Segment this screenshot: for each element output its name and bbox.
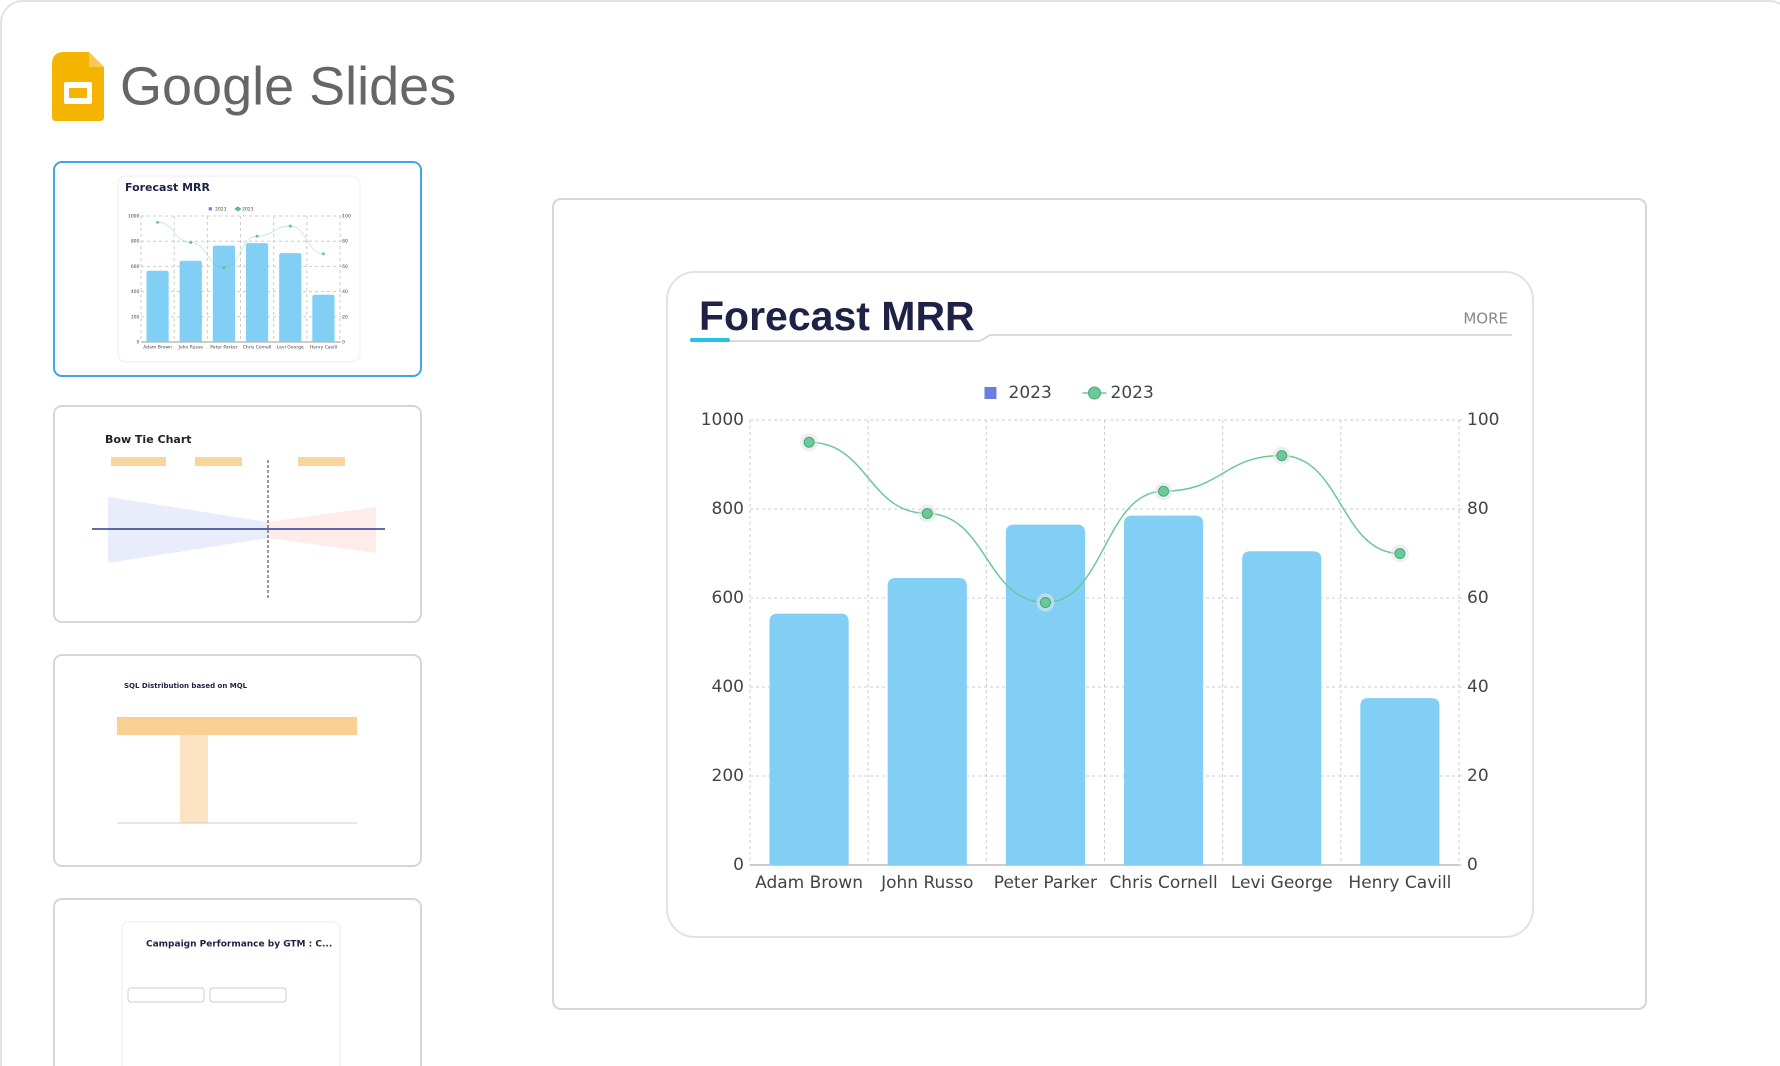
- y2-tick-label: 100: [342, 214, 351, 220]
- thumbnail[interactable]: [53, 654, 422, 867]
- y-tick-label: 1000: [128, 214, 140, 220]
- title-accent: [690, 338, 730, 342]
- y2-tick-label: 80: [1467, 499, 1489, 519]
- table-column: [180, 735, 208, 823]
- x-tick-label: Henry Cavill: [310, 344, 337, 350]
- bar: [769, 613, 849, 865]
- stage-tag: [111, 457, 166, 466]
- bar: [279, 253, 302, 342]
- logo-fold: [89, 52, 104, 67]
- y-tick-label: 600: [131, 264, 140, 270]
- point: [803, 436, 815, 448]
- y-tick-label: 200: [712, 766, 744, 786]
- y-tick-label: 800: [712, 499, 744, 519]
- x-tick-label: Henry Cavill: [1348, 873, 1451, 893]
- point: [288, 224, 292, 228]
- y2-tick-label: 40: [342, 289, 348, 295]
- legend-label: 2023: [242, 206, 254, 212]
- x-tick-label: Levi George: [1231, 873, 1333, 893]
- thumb-title: Forecast MRR: [125, 181, 211, 194]
- funnel-left: [108, 497, 268, 563]
- bar: [1005, 524, 1086, 865]
- legend-label: 2023: [1009, 383, 1052, 403]
- y-tick-label: 1000: [701, 410, 744, 430]
- x-tick-label: Adam Brown: [755, 873, 863, 893]
- logo-slide-inner: [69, 88, 87, 98]
- bar: [179, 260, 202, 342]
- title-rule: [690, 334, 1512, 342]
- point: [321, 252, 325, 256]
- point: [1394, 548, 1406, 559]
- y2-tick-label: 60: [1467, 588, 1489, 608]
- x-tick-label: Levi George: [277, 344, 304, 350]
- bar: [1242, 551, 1322, 865]
- y-tick-label: 200: [131, 314, 140, 320]
- bar: [245, 243, 269, 342]
- table-preview: [117, 717, 357, 824]
- legend-swatch: [984, 387, 997, 399]
- bar: [1123, 515, 1204, 865]
- point: [921, 507, 933, 519]
- bar: [1360, 698, 1440, 865]
- x-tick-label: Chris Cornell: [243, 344, 272, 350]
- bar: [146, 270, 169, 342]
- y-tick-label: 400: [131, 289, 140, 295]
- dropdown: [127, 987, 205, 1003]
- y-tick-label: 600: [712, 588, 744, 608]
- x-tick-label: Adam Brown: [143, 344, 172, 350]
- bar: [887, 577, 967, 865]
- y2-tick-label: 100: [1467, 410, 1499, 430]
- legend-label: 2023: [1111, 383, 1154, 403]
- line: [809, 441, 1400, 604]
- funnel-right: [268, 507, 376, 553]
- dropdown: [209, 987, 287, 1003]
- y2-tick-label: 80: [342, 239, 348, 245]
- app-name: Google Slides: [120, 56, 456, 116]
- thumb-title: Bow Tie Chart: [105, 433, 192, 446]
- x-tick-label: Peter Parker: [210, 344, 237, 350]
- y-tick-label: 400: [712, 677, 744, 697]
- point: [189, 241, 193, 244]
- bow-tie-preview: [92, 457, 385, 600]
- point: [222, 266, 226, 270]
- y2-tick-label: 20: [1467, 766, 1489, 786]
- logo: [52, 52, 104, 121]
- thumb-title: Campaign Performance by GTM : C...: [146, 940, 332, 950]
- thumb-title: SQL Distribution based on MQL: [124, 682, 248, 690]
- point: [1276, 450, 1288, 462]
- legend-label: 2023: [215, 206, 227, 212]
- bar: [312, 294, 335, 342]
- y2-tick-label: 0: [342, 340, 345, 346]
- stage-tag: [298, 457, 345, 466]
- y-tick-label: 0: [733, 855, 744, 875]
- y-tick-label: 800: [131, 239, 140, 245]
- legend-swatch: [208, 207, 212, 211]
- point: [1039, 596, 1051, 608]
- y2-tick-label: 0: [1467, 855, 1478, 875]
- y-tick-label: 0: [137, 340, 140, 346]
- y2-tick-label: 60: [342, 264, 348, 270]
- table-header: [117, 717, 357, 735]
- x-tick-label: Peter Parker: [994, 873, 1097, 893]
- y2-tick-label: 20: [342, 314, 348, 320]
- x-tick-label: Chris Cornell: [1109, 873, 1217, 893]
- legend-marker: [235, 206, 240, 211]
- point: [156, 220, 160, 224]
- x-tick-label: John Russo: [880, 873, 973, 893]
- chart-title: Forecast MRR: [699, 293, 975, 339]
- y2-tick-label: 40: [1467, 677, 1489, 697]
- point: [255, 234, 259, 238]
- more-link[interactable]: MORE: [1463, 310, 1508, 328]
- x-tick-label: John Russo: [178, 344, 204, 350]
- bar: [212, 245, 236, 342]
- legend-marker: [1088, 386, 1101, 400]
- point: [1158, 485, 1170, 497]
- stage-tag: [195, 457, 242, 466]
